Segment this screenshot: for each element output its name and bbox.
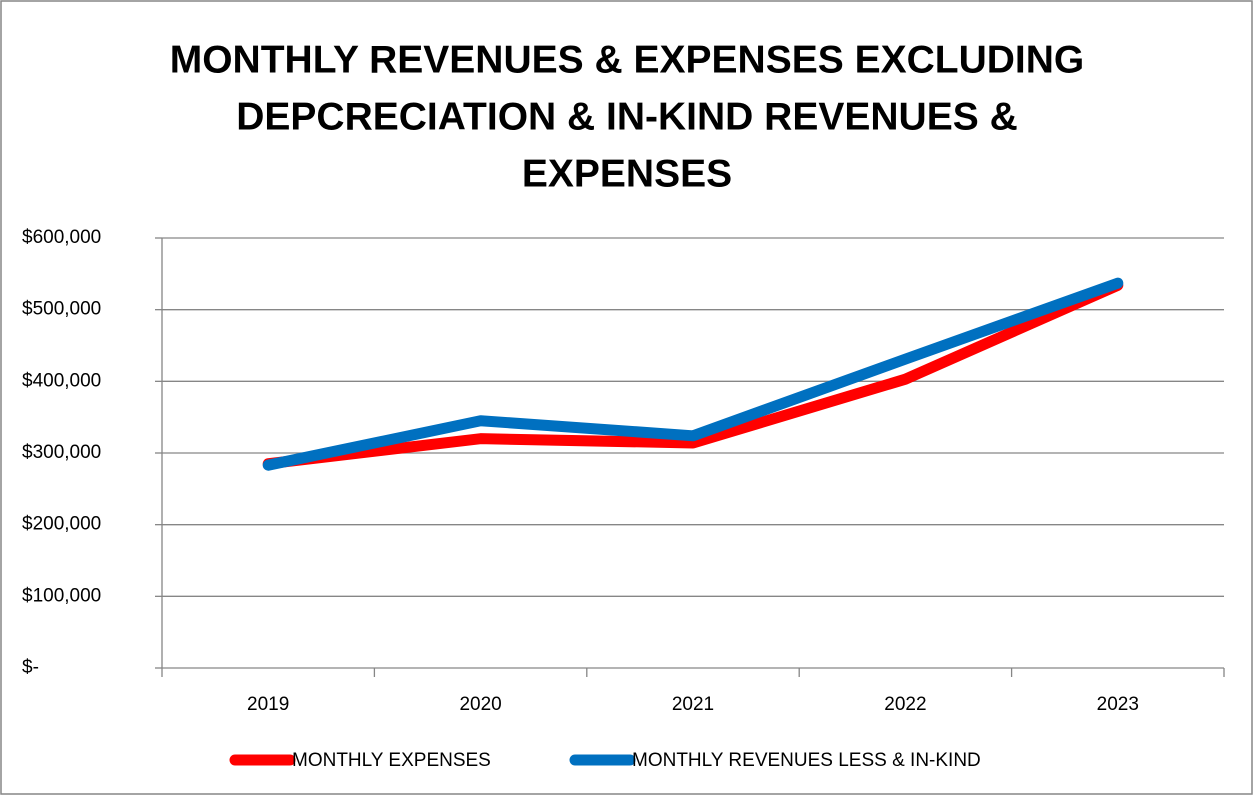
x-tick-label: 2020 — [459, 694, 501, 715]
x-tick-label: 2021 — [672, 694, 714, 715]
x-tick-label: 2023 — [1097, 694, 1139, 715]
x-tick-label: 2019 — [247, 694, 289, 715]
y-tick-label: $500,000 — [22, 299, 101, 320]
chart-title: MONTHLY REVENUES & EXPENSES EXCLUDING — [170, 38, 1085, 81]
y-tick-label: $400,000 — [22, 370, 101, 391]
legend-label: MONTHLY EXPENSES — [292, 750, 491, 771]
series-line — [262, 279, 1124, 470]
series-line — [262, 277, 1124, 471]
x-tick-label: 2022 — [884, 694, 926, 715]
y-tick-label: $600,000 — [22, 227, 101, 248]
chart-title: DEPCRECIATION & IN-KIND REVENUES & — [236, 95, 1018, 138]
y-tick-label: $- — [22, 657, 39, 678]
y-tick-label: $100,000 — [22, 585, 101, 606]
y-tick-label: $200,000 — [22, 514, 101, 535]
legend-label: MONTHLY REVENUES LESS & IN-KIND — [632, 750, 981, 771]
y-tick-label: $300,000 — [22, 442, 101, 463]
chart-title: EXPENSES — [522, 152, 732, 195]
